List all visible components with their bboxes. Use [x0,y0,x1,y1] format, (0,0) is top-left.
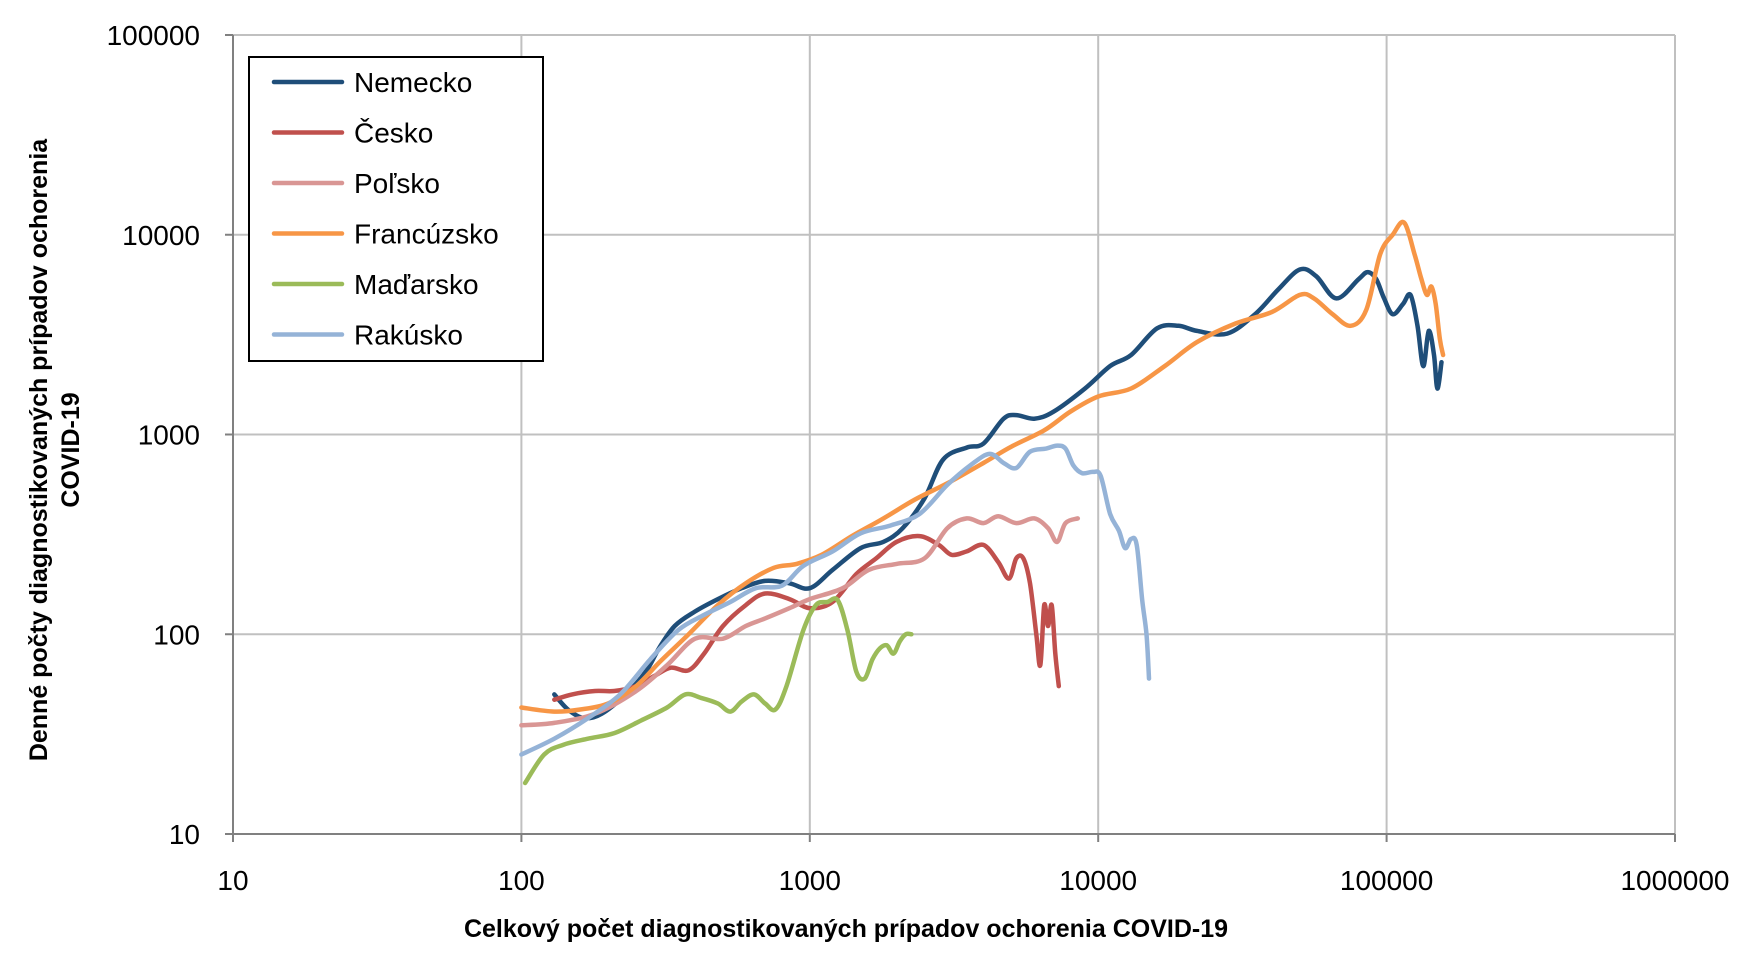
series-line-4 [519,219,1446,714]
series-line-2 [552,533,1062,702]
legend-label-1: Nemecko [354,67,472,98]
legend-label-4: Francúzsko [354,219,499,250]
y-tick-label-100000: 100000 [107,20,200,51]
series-line-6 [519,443,1152,757]
legend-label-2: Česko [354,118,433,149]
series-line-1 [552,266,1444,721]
x-axis-title: Celkový počet diagnostikovaných prípadov… [464,915,1228,943]
y-axis-title-line2: COVID-19 [57,392,85,507]
y-tick-label-100: 100 [153,619,200,650]
legend-box [248,56,544,362]
x-tick-label-1000: 1000 [779,865,841,896]
y-tick-label-10000: 10000 [122,220,200,251]
x-tick-label-10: 10 [217,865,248,896]
y-axis-title: Denné počty diagnostikovaných prípadov o… [25,138,85,761]
x-tick-label-10000: 10000 [1059,865,1137,896]
x-tick-label-1000000: 1000000 [1620,865,1729,896]
legend-label-3: Poľsko [354,168,440,199]
series-line-5 [522,596,914,786]
legend-label-6: Rakúsko [354,320,463,351]
x-axis-ticks: 10 100 1000 10000 100000 1000000 [217,834,1730,896]
y-tick-label-1000: 1000 [138,420,200,451]
series-line-3 [519,513,1081,728]
legend: Nemecko Česko Poľsko Francúzsko Maďarsko Rakú… [248,56,544,362]
y-tick-label-10: 10 [169,819,200,850]
series-lines [519,219,1446,786]
x-tick-label-100: 100 [498,865,545,896]
y-axis-ticks: 10 100 1000 10000 100000 [107,20,233,850]
legend-label-5: Maďarsko [354,269,479,300]
y-axis-title-line1: Denné počty diagnostikovaných prípadov o… [25,138,53,761]
x-tick-label-100000: 100000 [1340,865,1433,896]
